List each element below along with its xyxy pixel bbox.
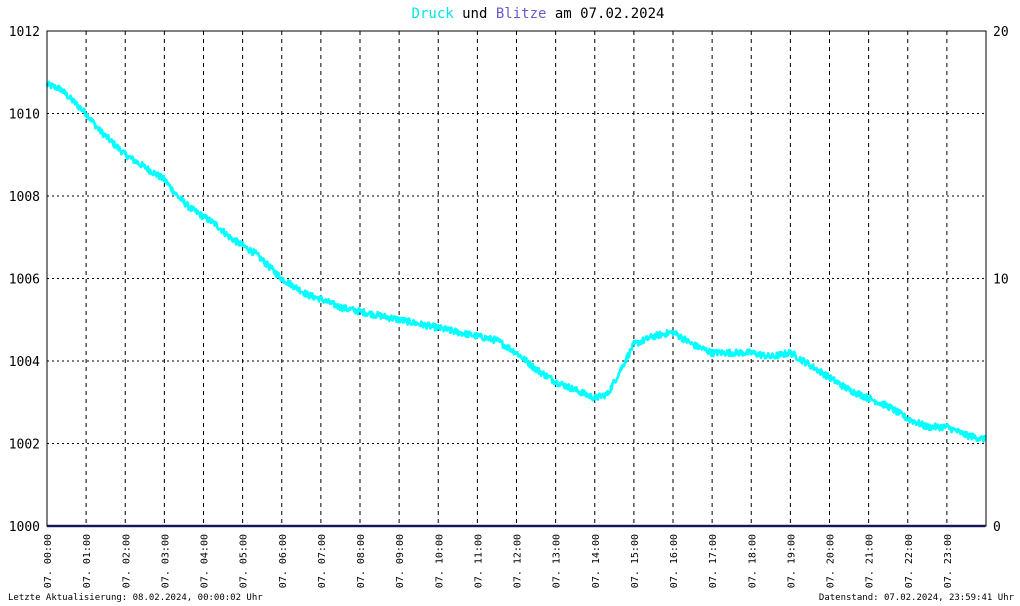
x-tick-label: 07. 08:00 xyxy=(356,534,367,588)
x-tick-label: 07. 21:00 xyxy=(865,534,876,588)
title-date: am 07.02.2024 xyxy=(546,6,664,22)
x-tick-label: 07. 14:00 xyxy=(591,534,602,588)
y-right-tick-label: 0 xyxy=(993,520,1001,535)
x-tick-label: 07. 15:00 xyxy=(630,534,641,588)
x-tick-label: 07. 06:00 xyxy=(278,534,289,588)
x-tick-label: 07. 22:00 xyxy=(904,534,915,588)
x-tick-label: 07. 19:00 xyxy=(786,534,797,588)
title-druck: Druck xyxy=(412,6,455,22)
y-axis-left: 1012 1010 1008 1006 1004 1002 1000 xyxy=(9,25,40,535)
x-tick-label: 07. 04:00 xyxy=(200,534,211,588)
title-blitze: Blitze xyxy=(496,6,547,22)
plot-frame xyxy=(46,30,987,527)
x-tick-label: 07. 05:00 xyxy=(239,534,250,588)
x-tick-label: 07. 20:00 xyxy=(826,534,837,588)
x-tick-label: 07. 03:00 xyxy=(160,534,171,588)
grid xyxy=(47,31,986,526)
y-right-tick-label: 20 xyxy=(993,25,1009,40)
series-line-druck xyxy=(45,80,987,443)
x-tick-label: 07. 23:00 xyxy=(943,534,954,588)
x-tick-label: 07. 09:00 xyxy=(395,534,406,588)
y-left-tick-label: 1004 xyxy=(9,355,40,370)
x-tick-label: 07. 13:00 xyxy=(552,534,563,588)
x-tick-label: 07. 00:00 xyxy=(43,534,54,588)
x-tick-label: 07. 01:00 xyxy=(82,534,93,588)
last-update-text: Letzte Aktualisierung: 08.02.2024, 00:00… xyxy=(8,593,263,603)
y-axis-right: 20 10 0 xyxy=(993,25,1009,535)
x-tick-label: 07. 10:00 xyxy=(434,534,445,588)
y-left-tick-label: 1006 xyxy=(9,273,40,288)
x-tick-label: 07. 11:00 xyxy=(473,534,484,588)
title-und: und xyxy=(454,6,496,22)
y-left-tick-label: 1002 xyxy=(9,438,40,453)
x-tick-label: 07. 07:00 xyxy=(317,534,328,588)
y-left-tick-label: 1008 xyxy=(9,190,40,205)
x-tick-label: 07. 17:00 xyxy=(708,534,719,588)
x-tick-label: 07. 16:00 xyxy=(669,534,680,588)
x-axis: 07. 00:00 07. 01:00 07. 02:00 07. 03:00 07. … xyxy=(43,534,954,588)
y-left-tick-label: 1010 xyxy=(9,108,40,123)
x-tick-label: 07. 18:00 xyxy=(747,534,758,588)
chart-title: Druck und Blitze am 07.02.2024 xyxy=(412,6,665,22)
y-left-tick-label: 1000 xyxy=(9,520,40,535)
data-status-text: Datenstand: 07.02.2024, 23:59:41 Uhr xyxy=(818,593,1014,603)
y-left-tick-label: 1012 xyxy=(9,25,40,40)
x-tick-label: 07. 02:00 xyxy=(121,534,132,588)
y-right-tick-label: 10 xyxy=(993,273,1009,288)
x-tick-label: 07. 12:00 xyxy=(513,534,524,588)
